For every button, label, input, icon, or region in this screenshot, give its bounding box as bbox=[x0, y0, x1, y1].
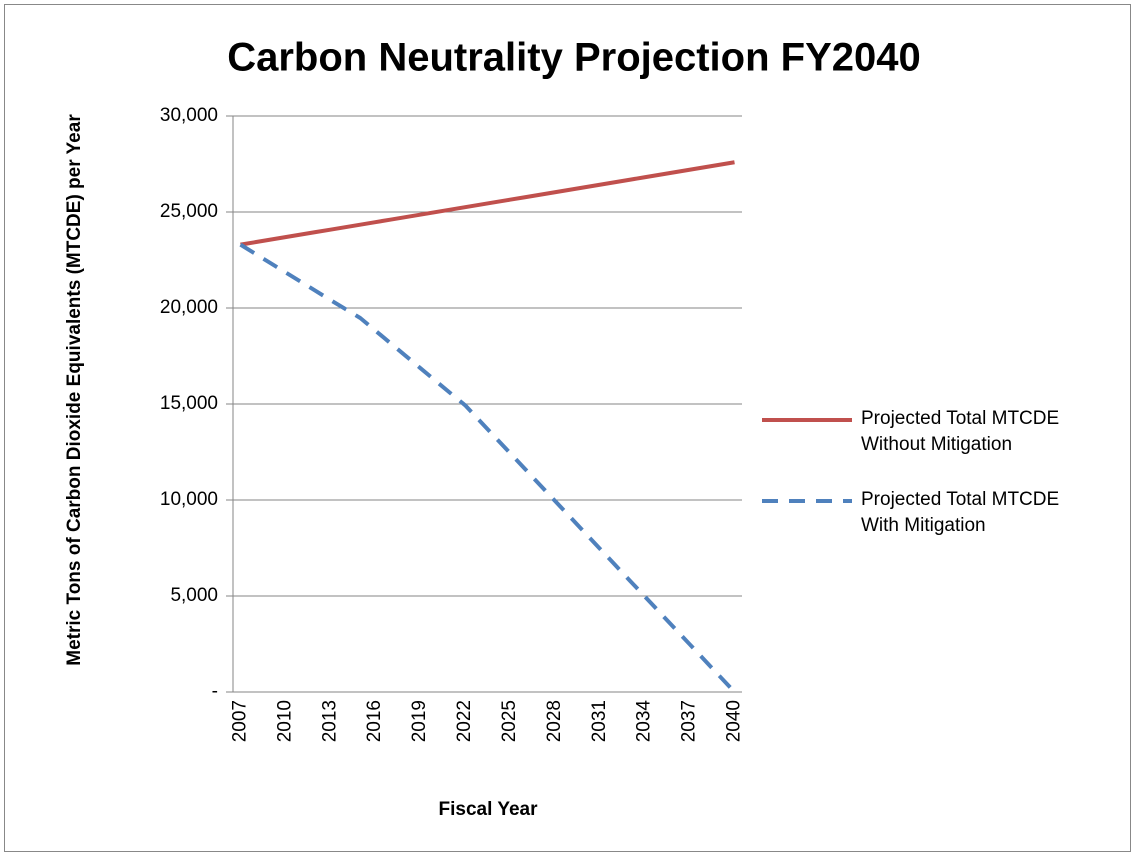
y-tick-label: 20,000 bbox=[160, 297, 218, 318]
x-axis-title: Fiscal Year bbox=[439, 799, 539, 820]
x-tick-label: 2040 bbox=[724, 700, 745, 742]
y-tick-label: 10,000 bbox=[160, 489, 218, 510]
legend-label: Projected Total MTCDE With Mitigation bbox=[861, 489, 1060, 536]
x-tick-label: 2007 bbox=[230, 700, 251, 742]
x-tick-label: 2025 bbox=[499, 700, 520, 742]
y-tick-label: 5,000 bbox=[170, 585, 218, 606]
y-tick-label: - bbox=[212, 681, 218, 702]
x-tick-label: 2028 bbox=[544, 700, 565, 742]
legend-label: Projected Total MTCDE Without Mitigation bbox=[861, 408, 1060, 455]
x-tick-label: 2037 bbox=[679, 700, 700, 742]
y-tick-label: 25,000 bbox=[160, 201, 218, 222]
x-tick-label: 2022 bbox=[454, 700, 475, 742]
x-tick-label: 2019 bbox=[409, 700, 430, 742]
x-tick-label: 2031 bbox=[589, 700, 610, 742]
x-tick-label: 2010 bbox=[274, 700, 295, 742]
series-line bbox=[240, 160, 735, 247]
chart-title: Carbon Neutrality Projection FY2040 bbox=[227, 36, 921, 80]
x-tick-label: 2013 bbox=[319, 700, 340, 742]
chart-border bbox=[4, 4, 1131, 852]
x-tick-label: 2016 bbox=[364, 700, 385, 742]
series-line bbox=[239, 242, 736, 694]
y-axis-title: Metric Tons of Carbon Dioxide Equivalent… bbox=[64, 114, 85, 666]
y-tick-label: 30,000 bbox=[160, 105, 218, 126]
y-tick-label: 15,000 bbox=[160, 393, 218, 414]
x-tick-label: 2034 bbox=[634, 700, 655, 743]
